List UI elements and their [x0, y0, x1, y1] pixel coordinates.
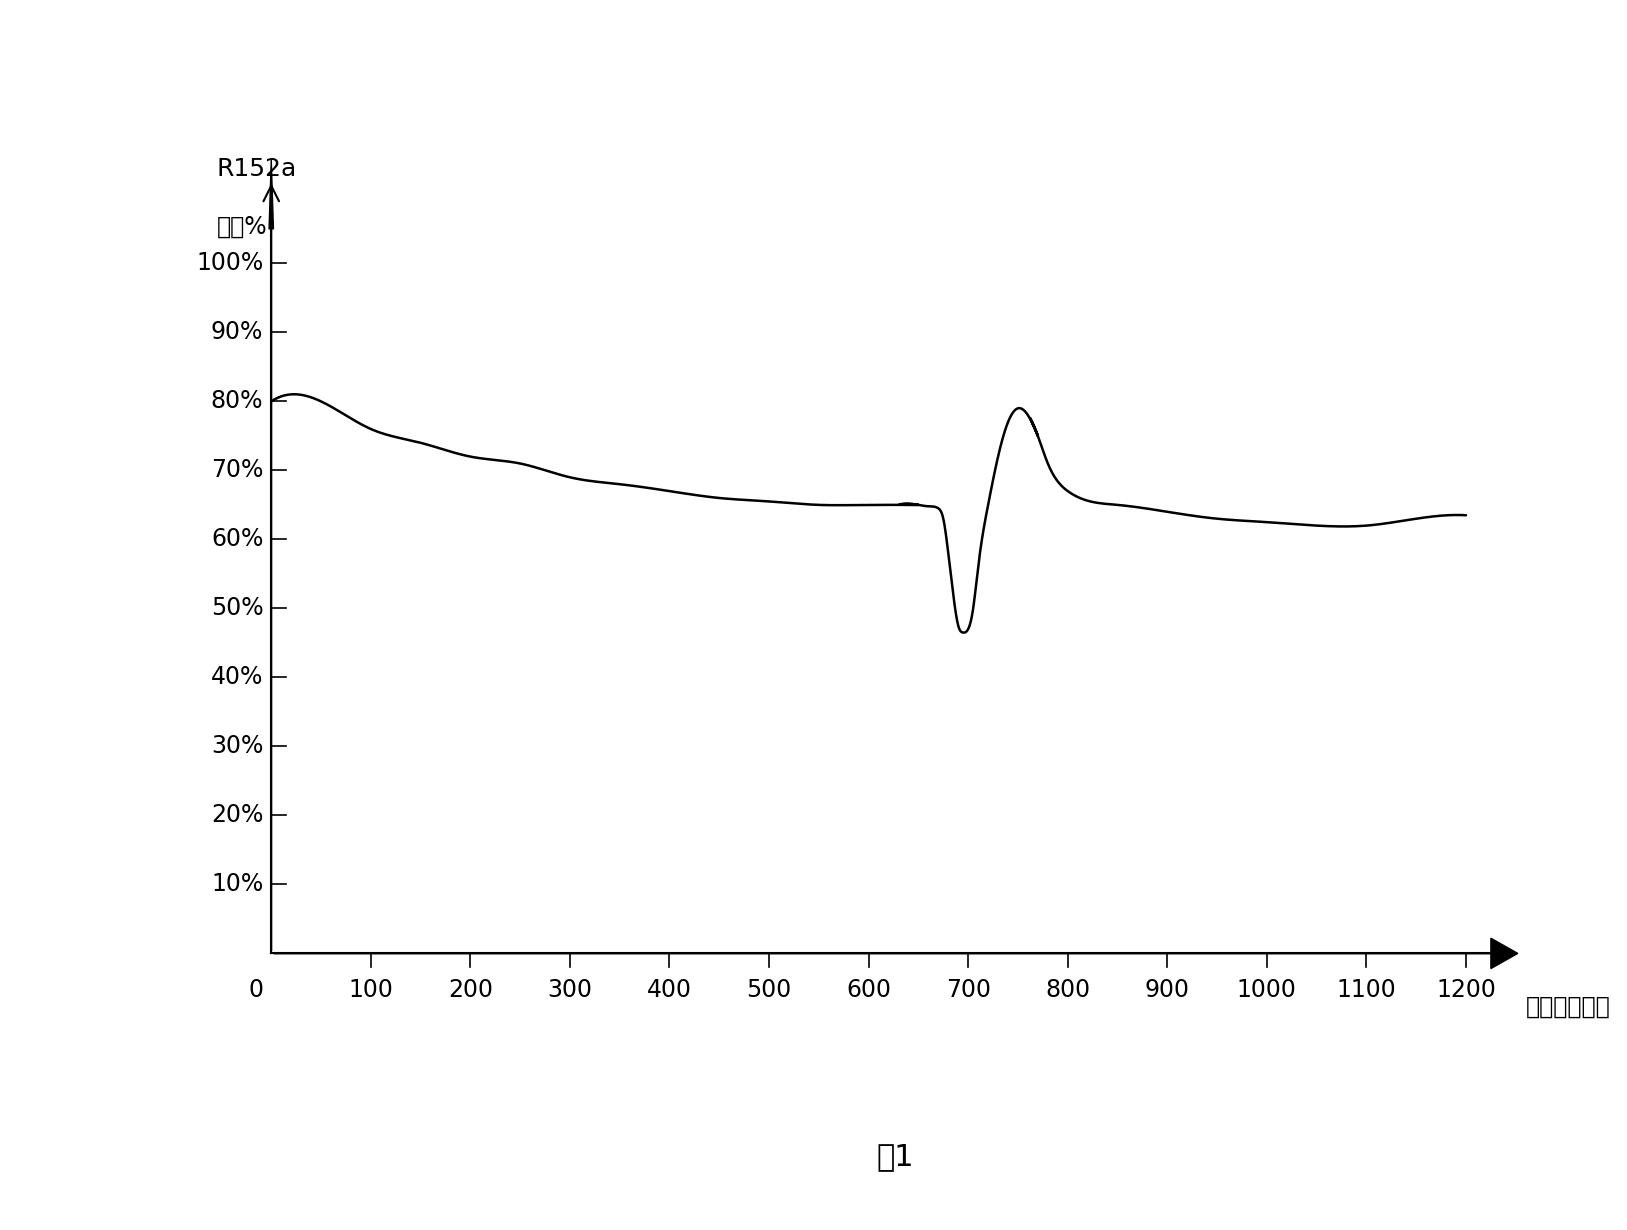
Text: 80%: 80%: [212, 390, 264, 413]
Text: 40%: 40%: [212, 665, 264, 689]
Text: 60%: 60%: [212, 528, 264, 551]
Text: 800: 800: [1045, 978, 1090, 1001]
Text: 70%: 70%: [212, 459, 264, 482]
Text: 50%: 50%: [210, 597, 264, 620]
Text: 90%: 90%: [212, 320, 264, 344]
Text: 20%: 20%: [212, 803, 264, 828]
Text: 图1: 图1: [875, 1141, 914, 1171]
Text: 1000: 1000: [1237, 978, 1297, 1001]
Text: 600: 600: [846, 978, 892, 1001]
Text: 1200: 1200: [1437, 978, 1495, 1001]
Polygon shape: [1490, 938, 1518, 968]
Text: 300: 300: [547, 978, 592, 1001]
Text: 0: 0: [249, 978, 264, 1001]
Polygon shape: [268, 160, 273, 229]
Text: 100: 100: [348, 978, 394, 1001]
Text: 400: 400: [648, 978, 691, 1001]
Text: 500: 500: [747, 978, 792, 1001]
Text: R152a: R152a: [216, 156, 296, 181]
Text: 1100: 1100: [1336, 978, 1396, 1001]
Text: 900: 900: [1145, 978, 1189, 1001]
Text: 200: 200: [447, 978, 493, 1001]
Text: 10%: 10%: [212, 872, 264, 897]
Text: 700: 700: [945, 978, 991, 1001]
Text: 时间（小时）: 时间（小时）: [1526, 995, 1611, 1018]
Text: 100%: 100%: [195, 251, 264, 276]
Text: 产率%: 产率%: [216, 215, 267, 239]
Text: 30%: 30%: [212, 734, 264, 759]
